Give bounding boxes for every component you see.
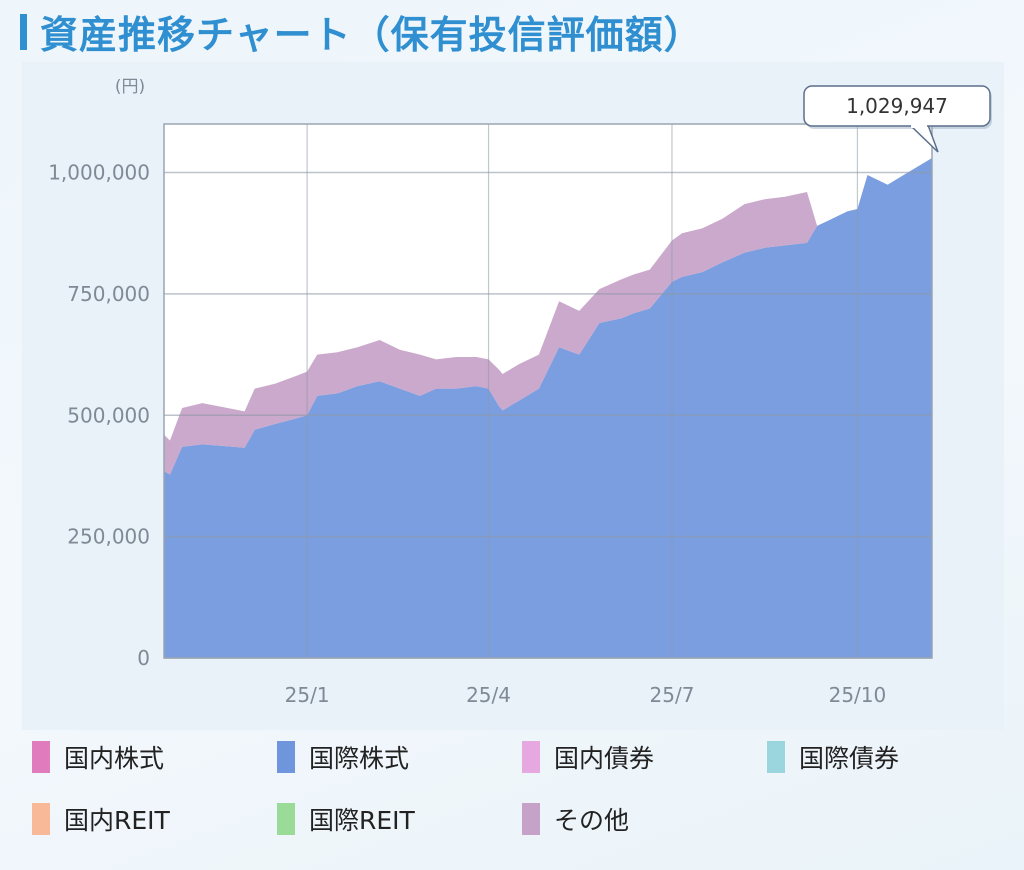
y-tick-label: 500,000 bbox=[67, 403, 150, 427]
y-tick-label: 1,000,000 bbox=[48, 161, 150, 185]
asset-trend-chart[interactable]: 0 250,000 500,000 750,000 1,000,000 25/1 25/4 2… bbox=[22, 62, 1004, 730]
legend-label: その他 bbox=[554, 806, 630, 835]
legend-item: 国際株式 bbox=[277, 740, 409, 774]
series-area-6 bbox=[164, 158, 932, 475]
legend-label: 国際REIT bbox=[309, 806, 415, 835]
legend-label: 国内株式 bbox=[64, 744, 165, 773]
legend-label: 国内REIT bbox=[64, 806, 170, 835]
y-tick-label: 250,000 bbox=[67, 525, 150, 549]
legend-label: 国際株式 bbox=[309, 744, 410, 773]
y-unit-label: (円) bbox=[115, 77, 145, 97]
legend-item: 国際債券 bbox=[767, 740, 899, 774]
x-tick-label: 25/7 bbox=[650, 683, 695, 707]
callout-joint bbox=[911, 123, 927, 129]
legend-swatch bbox=[32, 741, 50, 773]
page-title: 資産推移チャート（保有投信評価額） bbox=[40, 13, 703, 57]
legend-swatch bbox=[277, 803, 295, 835]
legend-item: 国内株式 bbox=[32, 740, 164, 774]
chart-legend: 国内株式 国際株式 国内債券 国際債券国内REIT 国際REIT その他 bbox=[32, 738, 992, 858]
legend-item: 国内債券 bbox=[522, 740, 654, 774]
legend-swatch bbox=[522, 741, 540, 773]
legend-swatch bbox=[767, 741, 785, 773]
value-callout: 1,029,947 bbox=[803, 85, 992, 153]
legend-label: 国内債券 bbox=[554, 744, 655, 773]
plot-border bbox=[163, 123, 933, 659]
chart-panel: 0 250,000 500,000 750,000 1,000,000 25/1 25/4 2… bbox=[22, 62, 1004, 730]
x-tick-label: 25/10 bbox=[829, 683, 887, 707]
legend-label: 国際債券 bbox=[799, 744, 900, 773]
legend-swatch bbox=[522, 803, 540, 835]
title-accent-bar bbox=[20, 14, 27, 50]
legend-swatch bbox=[32, 803, 50, 835]
y-tick-label: 0 bbox=[137, 646, 150, 670]
y-tick-label: 750,000 bbox=[67, 282, 150, 306]
callout-box bbox=[803, 85, 991, 127]
x-tick-label: 25/1 bbox=[285, 683, 330, 707]
legend-item: その他 bbox=[522, 802, 629, 836]
legend-swatch bbox=[277, 741, 295, 773]
series-area-1 bbox=[164, 158, 932, 658]
legend-item: 国際REIT bbox=[277, 802, 415, 836]
callout-value: 1,029,947 bbox=[846, 94, 948, 118]
x-tick-label: 25/4 bbox=[466, 683, 511, 707]
legend-item: 国内REIT bbox=[32, 802, 170, 836]
